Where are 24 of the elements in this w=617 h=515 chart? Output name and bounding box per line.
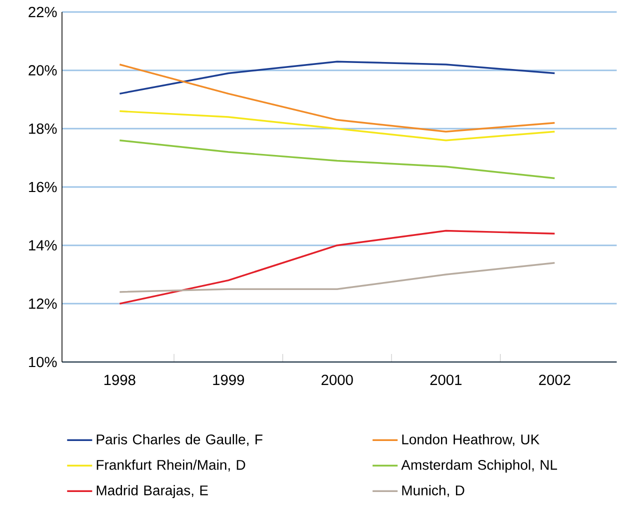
legend-label: Paris Charles de Gaulle, F <box>96 434 262 446</box>
x-tick-label: 1999 <box>213 374 244 386</box>
x-tick-label: 2002 <box>539 374 570 386</box>
x-tick-label: 1998 <box>104 374 136 386</box>
legend-label: Munich, D <box>402 485 464 497</box>
y-tick-label: 20% <box>28 65 57 76</box>
line-series <box>118 60 556 95</box>
legend-label: Amsterdam Schiphol, NL <box>401 460 558 473</box>
y-tick-label: 14% <box>29 240 57 250</box>
x-tick-label: 2000 <box>322 374 353 386</box>
line-series <box>118 110 556 142</box>
y-tick-label: 18% <box>29 123 57 134</box>
y-tick-label: 16% <box>29 182 57 192</box>
y-tick-label: 22% <box>28 6 57 18</box>
line-series <box>118 262 556 293</box>
legend-label: London Heathrow, UK <box>402 434 540 446</box>
legend-label: Madrid Barajas, E <box>96 485 208 498</box>
line-series <box>118 230 556 305</box>
line-series <box>118 64 556 132</box>
line-series <box>118 139 556 180</box>
x-tick-label: 2001 <box>430 374 462 386</box>
legend-label: Frankfurt Rhein/Main, D <box>96 460 246 472</box>
y-tick-label: 10% <box>29 356 57 368</box>
y-tick-label: 12% <box>29 298 57 309</box>
